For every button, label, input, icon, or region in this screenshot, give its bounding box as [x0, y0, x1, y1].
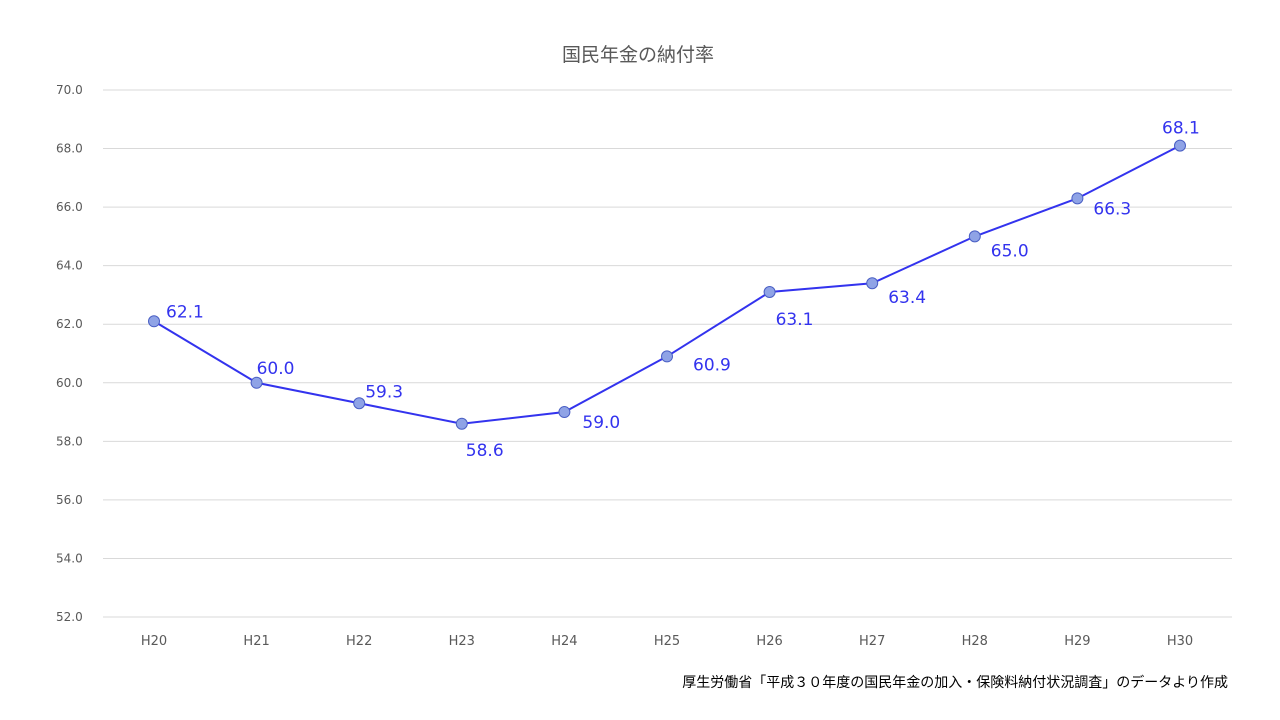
y-tick-label: 68.0 — [56, 142, 83, 156]
data-point — [1071, 192, 1084, 205]
data-label: 59.0 — [582, 413, 620, 433]
data-label: 66.3 — [1093, 199, 1131, 219]
x-tick-label: H24 — [551, 634, 577, 649]
data-label: 58.6 — [466, 441, 504, 461]
data-label: 63.1 — [776, 310, 814, 330]
data-point — [148, 315, 160, 328]
data-label: 59.3 — [365, 382, 403, 402]
y-tick-label: 62.0 — [56, 317, 83, 331]
data-point — [353, 397, 366, 410]
y-tick-label: 64.0 — [56, 259, 83, 273]
x-tick-label: H23 — [449, 634, 475, 649]
y-tick-label: 70.0 — [56, 83, 83, 97]
data-label: 65.0 — [991, 241, 1029, 261]
x-tick-label: H20 — [141, 634, 167, 649]
data-label: 60.9 — [693, 355, 731, 375]
x-tick-label: H26 — [756, 634, 782, 649]
chart-title: 国民年金の納付率 — [562, 44, 714, 66]
y-axis: 52.0 54.0 56.0 58.0 60.0 62.0 64.0 66.0 68.0 70.0 — [56, 83, 83, 624]
data-point — [763, 286, 776, 299]
y-tick-label: 58.0 — [56, 434, 83, 448]
x-tick-label: H29 — [1064, 634, 1090, 649]
x-tick-label: H30 — [1167, 634, 1193, 649]
data-point — [558, 406, 571, 419]
data-label: 60.0 — [257, 359, 295, 379]
x-tick-label: H25 — [654, 634, 680, 649]
data-point — [250, 376, 263, 389]
data-label: 63.4 — [888, 288, 926, 308]
series-line — [148, 139, 1186, 430]
y-tick-label: 52.0 — [56, 610, 83, 624]
data-label: 68.1 — [1162, 119, 1200, 139]
data-labels: 62.1 60.0 59.3 58.6 59.0 60.9 63.1 63.4 65.0 66.3… — [166, 119, 1200, 461]
data-point — [866, 277, 879, 290]
x-axis: H20 H21 H22 H23 H24 H25 H26 H27 H28 H29 H30 — [141, 634, 1193, 649]
gridlines — [103, 89, 1232, 618]
source-note: 厚生労働省「平成３０年度の国民年金の加入・保険料納付状況調査」のデータより作成 — [682, 675, 1228, 691]
y-tick-label: 66.0 — [56, 200, 83, 214]
y-tick-label: 54.0 — [56, 551, 83, 565]
data-label: 62.1 — [166, 302, 204, 322]
data-point — [661, 350, 673, 363]
x-tick-label: H22 — [346, 634, 372, 649]
y-tick-label: 60.0 — [56, 376, 83, 390]
data-point — [455, 417, 468, 430]
data-point — [968, 230, 981, 243]
series-path — [153, 144, 1181, 425]
data-point — [1174, 139, 1186, 152]
x-tick-label: H27 — [859, 634, 885, 649]
y-tick-label: 56.0 — [56, 493, 83, 507]
x-tick-label: H28 — [962, 634, 988, 649]
x-tick-label: H21 — [243, 634, 269, 649]
